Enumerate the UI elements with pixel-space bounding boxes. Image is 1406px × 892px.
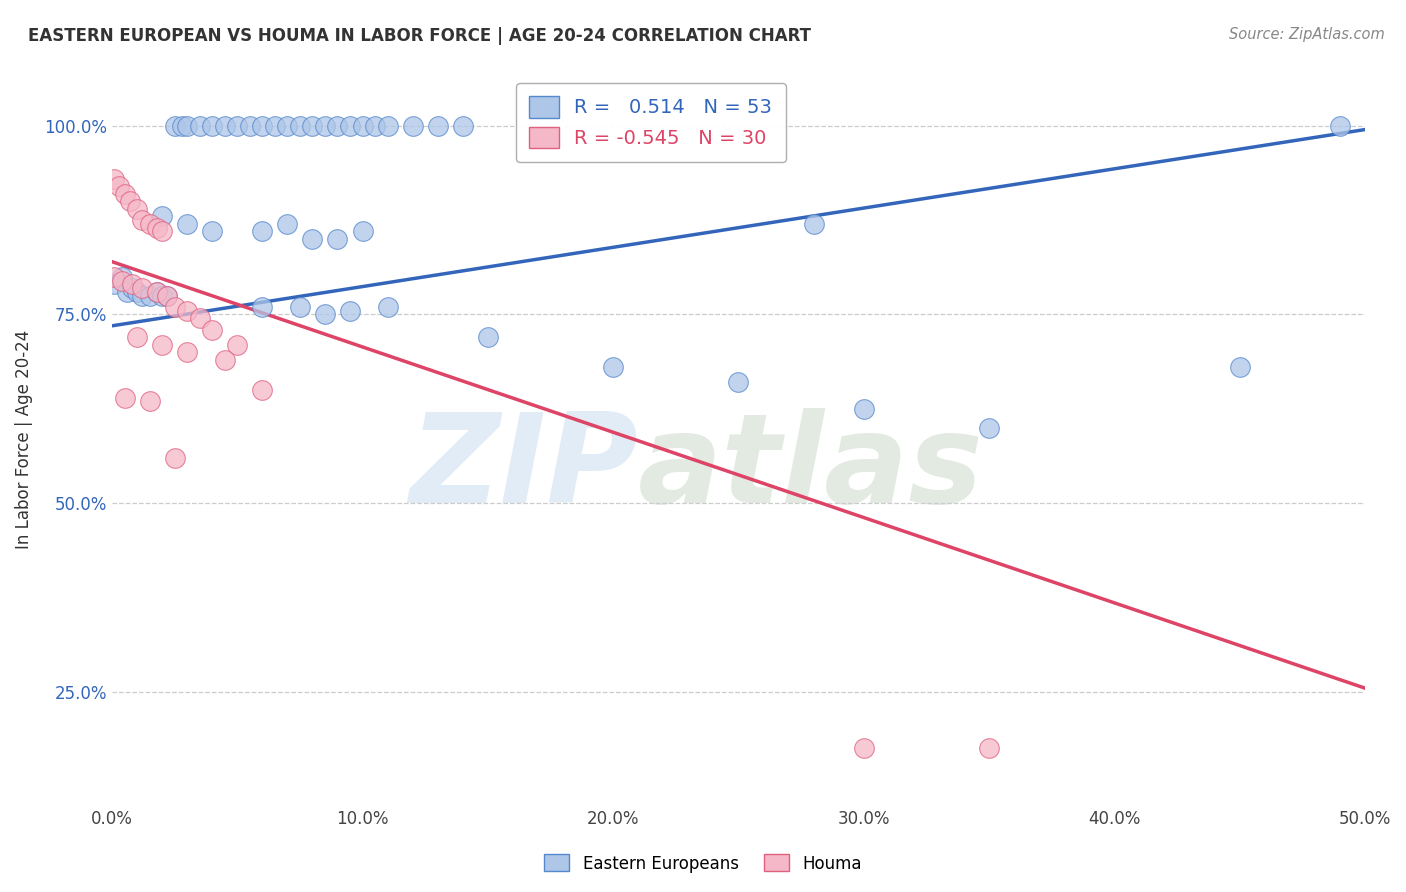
Point — [103, 171, 125, 186]
Point — [339, 303, 361, 318]
Point — [138, 288, 160, 302]
Point — [138, 394, 160, 409]
Point — [176, 345, 198, 359]
Point — [214, 352, 236, 367]
Point — [602, 360, 624, 375]
Point — [352, 119, 374, 133]
Point — [301, 232, 323, 246]
Point — [125, 285, 148, 299]
Point — [339, 119, 361, 133]
Point — [201, 322, 224, 336]
Point — [252, 300, 274, 314]
Point — [163, 300, 186, 314]
Point — [314, 119, 336, 133]
Point — [146, 220, 169, 235]
Point — [401, 119, 423, 133]
Text: EASTERN EUROPEAN VS HOUMA IN LABOR FORCE | AGE 20-24 CORRELATION CHART: EASTERN EUROPEAN VS HOUMA IN LABOR FORCE… — [28, 27, 811, 45]
Point — [172, 119, 194, 133]
Point — [214, 119, 236, 133]
Point — [364, 119, 387, 133]
Point — [252, 225, 274, 239]
Legend: Eastern Europeans, Houma: Eastern Europeans, Houma — [537, 847, 869, 880]
Point — [150, 337, 173, 351]
Point — [163, 119, 186, 133]
Point — [301, 119, 323, 133]
Point — [138, 217, 160, 231]
Point — [108, 179, 131, 194]
Point — [252, 119, 274, 133]
Text: Source: ZipAtlas.com: Source: ZipAtlas.com — [1229, 27, 1385, 42]
Point — [451, 119, 474, 133]
Point — [477, 330, 499, 344]
Point — [146, 285, 169, 299]
Point — [114, 186, 136, 201]
Point — [263, 119, 285, 133]
Point — [163, 450, 186, 465]
Point — [276, 119, 298, 133]
Point — [201, 225, 224, 239]
Point — [1229, 360, 1251, 375]
Point — [118, 194, 141, 209]
Point — [156, 288, 179, 302]
Point — [727, 376, 749, 390]
Point — [288, 300, 311, 314]
Point — [977, 741, 1000, 756]
Point — [226, 337, 249, 351]
Point — [176, 217, 198, 231]
Text: ZIP: ZIP — [409, 408, 638, 529]
Point — [977, 420, 1000, 434]
Point — [314, 308, 336, 322]
Point — [288, 119, 311, 133]
Point — [326, 119, 349, 133]
Point — [115, 285, 138, 299]
Point — [121, 281, 143, 295]
Point — [103, 277, 125, 292]
Point — [156, 288, 179, 302]
Point — [150, 288, 173, 302]
Point — [146, 285, 169, 299]
Point — [131, 213, 153, 227]
Point — [111, 273, 134, 287]
Point — [377, 300, 399, 314]
Point — [114, 391, 136, 405]
Point — [252, 383, 274, 397]
Point — [1329, 119, 1351, 133]
Point — [377, 119, 399, 133]
Point — [239, 119, 262, 133]
Point — [176, 119, 198, 133]
Point — [201, 119, 224, 133]
Legend: R =   0.514   N = 53, R = -0.545   N = 30: R = 0.514 N = 53, R = -0.545 N = 30 — [516, 83, 786, 162]
Text: atlas: atlas — [638, 408, 984, 529]
Point — [125, 330, 148, 344]
Point — [176, 303, 198, 318]
Point — [852, 401, 875, 416]
Point — [131, 288, 153, 302]
Point — [426, 119, 449, 133]
Point — [352, 225, 374, 239]
Point — [803, 217, 825, 231]
Point — [188, 119, 211, 133]
Point — [121, 277, 143, 292]
Point — [852, 741, 875, 756]
Point — [103, 269, 125, 284]
Point — [150, 225, 173, 239]
Y-axis label: In Labor Force | Age 20-24: In Labor Force | Age 20-24 — [15, 329, 32, 549]
Point — [188, 311, 211, 326]
Point — [131, 281, 153, 295]
Point — [226, 119, 249, 133]
Point — [150, 210, 173, 224]
Point — [111, 269, 134, 284]
Point — [125, 202, 148, 216]
Point — [276, 217, 298, 231]
Point — [326, 232, 349, 246]
